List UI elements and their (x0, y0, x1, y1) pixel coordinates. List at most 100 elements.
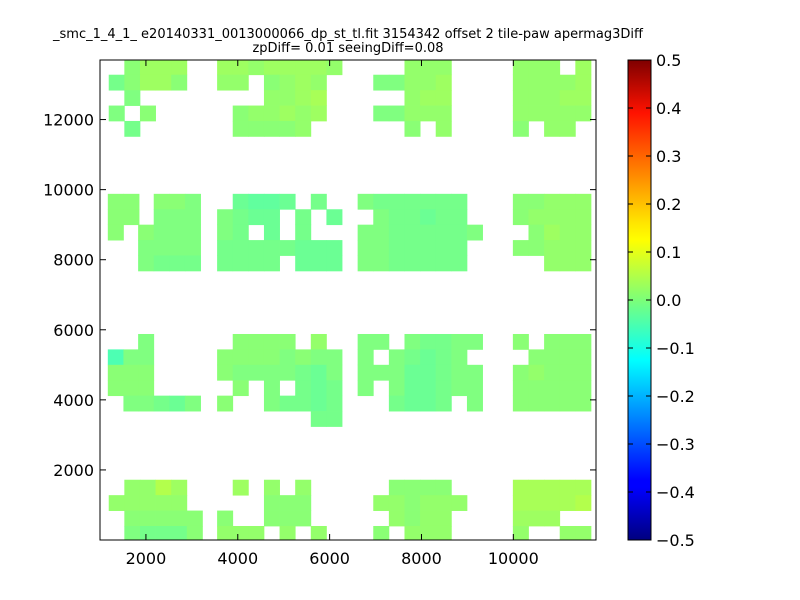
heatmap-cell (420, 380, 437, 397)
heatmap-cell (326, 411, 343, 427)
heatmap-cell (295, 224, 312, 241)
heatmap-cell (435, 525, 452, 540)
heatmap-cell (217, 240, 234, 256)
heatmap-cell (544, 120, 561, 137)
heatmap-cell (326, 380, 343, 397)
heatmap-cell (310, 333, 327, 350)
heatmap-cell (310, 395, 327, 412)
heatmap-cell (155, 510, 172, 527)
heatmap-cell (232, 193, 249, 210)
heatmap-cell (544, 224, 561, 241)
heatmap-cell (171, 60, 188, 76)
heatmap-cell (263, 333, 280, 350)
heatmap-cell (512, 525, 529, 540)
heatmap-cell (123, 349, 140, 366)
heatmap-cell (435, 74, 452, 91)
heatmap-cell (310, 105, 327, 122)
heatmap-cell (544, 193, 561, 210)
heatmap-cell (139, 105, 156, 122)
heatmap-cell (232, 209, 249, 226)
heatmap-cell (404, 364, 421, 381)
heatmap-cell (435, 333, 452, 350)
heatmap-cell (138, 333, 155, 350)
heatmap-cell (248, 333, 265, 350)
colorbar-tick-label: −0.3 (656, 435, 695, 454)
heatmap-cell (388, 240, 405, 256)
heatmap-cell (310, 90, 327, 106)
heatmap-cell (263, 349, 280, 366)
heatmap-cell (559, 395, 576, 412)
heatmap-cell (528, 193, 545, 210)
heatmap-cell (559, 495, 576, 511)
heatmap-cell (528, 479, 545, 496)
heatmap-cell (512, 209, 529, 226)
heatmap-cell (123, 395, 140, 412)
heatmap-cell (435, 395, 452, 412)
heatmap-cell (217, 510, 234, 527)
heatmap-cell (435, 193, 452, 210)
heatmap-cell (559, 209, 576, 226)
heatmap-cell (528, 395, 545, 412)
heatmap-cell (575, 209, 592, 226)
heatmap-cell (575, 495, 592, 511)
heatmap-cell (279, 395, 296, 412)
heatmap-cell (420, 525, 437, 540)
heatmap-cell (451, 364, 468, 381)
heatmap-cell (435, 510, 452, 527)
x-axis-ticks: 2000 4000 6000 8000 10000 (126, 60, 539, 568)
chart-title-line-2: zpDiff= 0.01 seeingDiff=0.08 (252, 41, 443, 56)
heatmap-cell (388, 495, 405, 511)
colorbar-tick-label: −0.2 (656, 387, 695, 406)
heatmap-cell (435, 380, 452, 397)
heatmap-cell (326, 364, 343, 381)
heatmap-cell (248, 364, 265, 381)
colorbar-tick-label: −0.1 (656, 339, 695, 358)
heatmap-cell (310, 380, 327, 397)
heatmap-cell (373, 541, 389, 557)
heatmap-cell (357, 380, 374, 397)
heatmap-cell (108, 495, 125, 511)
heatmap-cell (559, 380, 576, 397)
heatmap-cell (171, 74, 188, 91)
heatmap-cell (123, 209, 140, 226)
heatmap-cell (248, 120, 265, 137)
heatmap-cell (310, 364, 327, 381)
heatmap-cell (310, 74, 327, 91)
heatmap-cell (139, 479, 156, 496)
heatmap-cell (466, 380, 483, 397)
heatmap-cell (186, 510, 203, 527)
heatmap-cell (124, 479, 141, 496)
heatmap-cell (512, 193, 529, 210)
heatmap-cell (575, 74, 592, 91)
heatmap-cell (544, 479, 561, 496)
heatmap-cell (420, 333, 437, 350)
heatmap-cell (263, 74, 280, 91)
heatmap-cell (388, 105, 405, 122)
plot-frame (99, 59, 597, 541)
heatmap-cell (451, 193, 468, 210)
heatmap-cell (420, 395, 437, 412)
heatmap-cell (388, 395, 405, 412)
heatmap-cell (512, 74, 529, 91)
heatmap-cell (217, 224, 234, 241)
heatmap-cell (435, 90, 452, 106)
heatmap-cell (310, 349, 327, 366)
heatmap-cell (373, 240, 390, 256)
heatmap-cell (186, 525, 203, 540)
heatmap-cell (466, 224, 483, 241)
plot-area: 2000 4000 6000 8000 10000 2000 4000 6000 8000 10… (43, 59, 597, 568)
heatmap-cell (326, 255, 343, 272)
heatmap-cell (124, 120, 141, 137)
heatmap-cell (153, 224, 170, 241)
heatmap-cell (559, 525, 576, 540)
heatmap-cell (169, 193, 186, 210)
heatmap-cell (217, 349, 234, 366)
heatmap-cell (404, 333, 421, 350)
heatmap-cell (217, 364, 234, 381)
colorbar: 0.5 0.4 0.3 0.2 0.1 0.0 −0.1 −0.2 −0.3 −0.4 −0.5 (627, 51, 695, 550)
heatmap-cell (184, 209, 201, 226)
heatmap-cell (171, 541, 187, 557)
heatmap-cell (295, 60, 312, 76)
heatmap-cell (575, 240, 592, 256)
heatmap-cell (388, 380, 405, 397)
